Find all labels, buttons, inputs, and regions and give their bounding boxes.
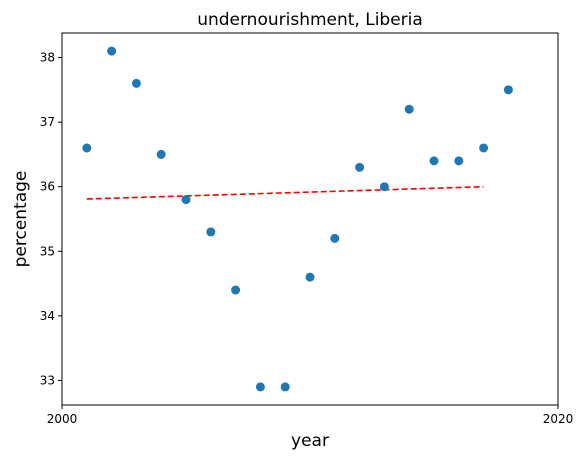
data-point xyxy=(82,143,92,153)
data-point xyxy=(479,143,489,153)
trend-line-layer xyxy=(86,185,484,200)
y-tick-label: 36 xyxy=(40,180,55,194)
data-point xyxy=(255,382,265,392)
data-point xyxy=(305,272,315,282)
scatter-points xyxy=(82,46,513,392)
data-point xyxy=(131,78,141,88)
y-tick-label: 38 xyxy=(40,51,55,65)
data-point xyxy=(330,233,340,243)
y-axis-label: percentage xyxy=(11,171,31,268)
data-point xyxy=(379,182,389,192)
data-point xyxy=(181,195,191,205)
data-point xyxy=(429,156,439,166)
data-point xyxy=(156,149,166,159)
data-point xyxy=(355,162,365,172)
y-axis: 33 34 35 36 37 38 xyxy=(40,51,62,387)
data-point xyxy=(404,104,414,114)
x-tick-label: 2000 xyxy=(47,412,78,426)
data-point xyxy=(454,156,464,166)
chart-title: undernourishment, Liberia xyxy=(197,10,423,30)
data-point xyxy=(107,46,117,56)
data-point xyxy=(503,85,513,95)
data-point xyxy=(206,227,216,237)
data-point xyxy=(280,382,290,392)
x-axis: 2000 2020 xyxy=(47,405,574,426)
data-point xyxy=(231,285,241,295)
y-tick-label: 35 xyxy=(40,244,55,258)
plot-area xyxy=(61,32,559,406)
x-tick-label: 2020 xyxy=(543,412,574,426)
y-tick-label: 33 xyxy=(40,373,55,387)
y-tick-label: 34 xyxy=(40,309,55,323)
y-tick-label: 37 xyxy=(40,115,55,129)
trend-line xyxy=(86,185,484,200)
x-axis-label: year xyxy=(291,431,329,451)
